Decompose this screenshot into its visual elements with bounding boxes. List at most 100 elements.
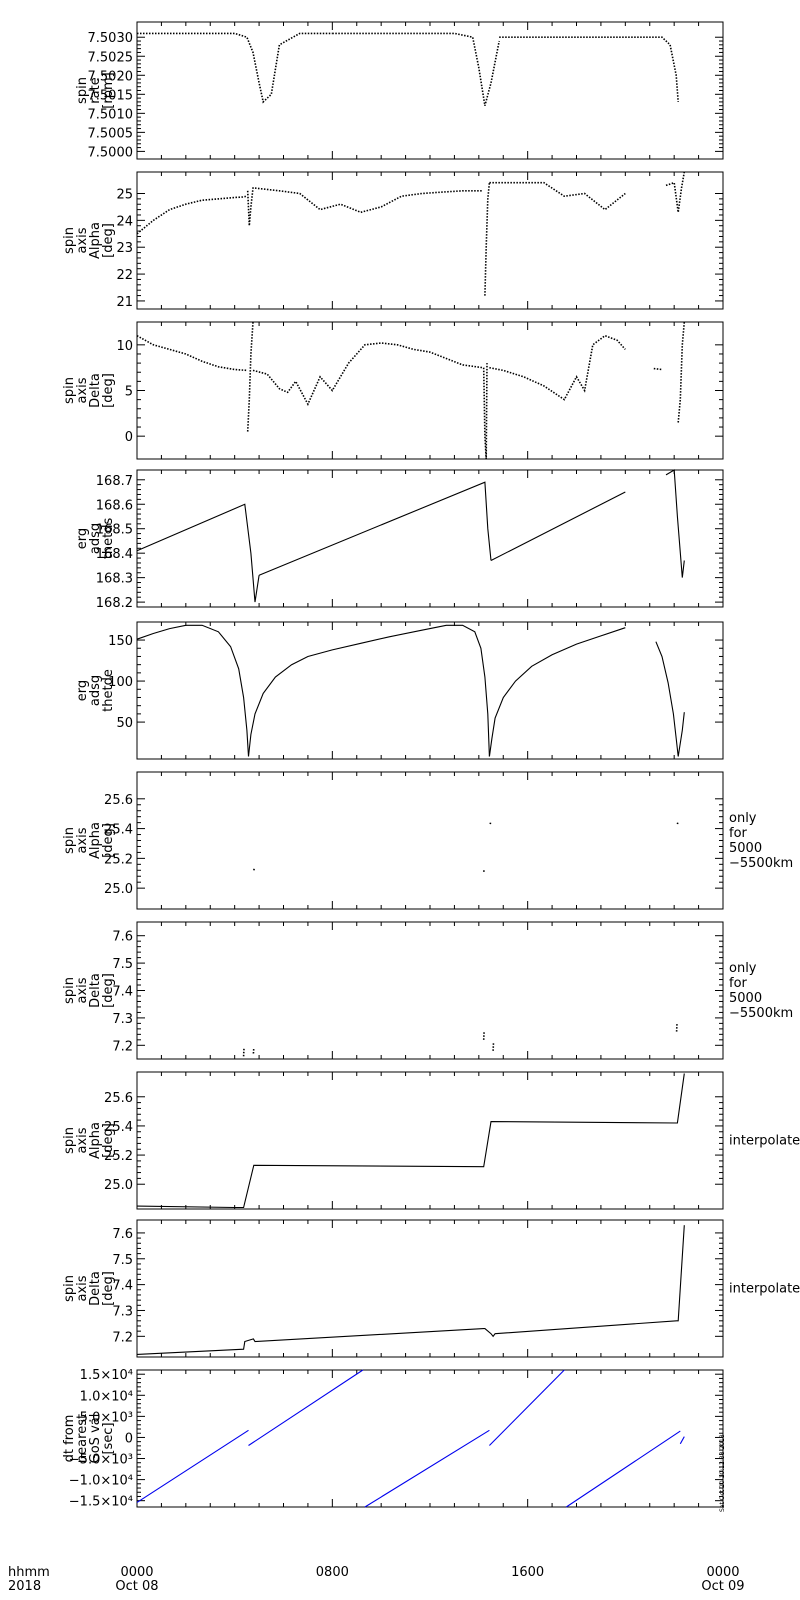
- data-series: [332, 32, 500, 106]
- y-axis-label: erg: [75, 680, 90, 701]
- y-tick-label: 25.6: [104, 1091, 133, 1106]
- y-tick-label: 168.7: [96, 474, 133, 489]
- y-axis-label: Alpha: [88, 822, 103, 859]
- data-series: [665, 469, 685, 578]
- x-axis-year-label: 2018: [8, 1579, 41, 1594]
- y-axis-label: [deg]: [101, 1271, 116, 1306]
- y-axis-label: axis: [75, 1127, 90, 1153]
- y-tick-label: 7.3: [112, 1304, 133, 1319]
- x-tick-label: 0000: [120, 1565, 153, 1580]
- data-series: [499, 36, 679, 102]
- data-series: [252, 342, 484, 407]
- y-tick-label: 7.6: [112, 1227, 133, 1242]
- data-series: [258, 481, 492, 576]
- y-axis-label: [sec]: [101, 1422, 116, 1454]
- panel-frame: [136, 771, 724, 910]
- y-tick-label: 23: [116, 241, 133, 256]
- y-tick-label: 7.5015: [88, 88, 134, 103]
- data-series: [246, 321, 254, 432]
- panel-frame: [136, 1219, 724, 1358]
- y-tick-label: 25.4: [104, 1120, 133, 1135]
- panel-frame: [136, 921, 724, 1060]
- y-tick-label: 150: [108, 634, 133, 649]
- y-tick-label: 0: [125, 430, 133, 445]
- y-tick-label: 7.3: [112, 1012, 133, 1027]
- data-series: [136, 503, 260, 603]
- data-series: [246, 187, 255, 226]
- y-axis-label: Delta: [88, 373, 103, 408]
- panel-frame: [136, 321, 724, 460]
- y-axis-label: axis: [75, 827, 90, 853]
- y-tick-label: 25: [116, 187, 133, 202]
- data-series: [489, 334, 626, 401]
- y-tick-label: 7.5: [112, 957, 133, 972]
- data-series: [655, 641, 685, 757]
- y-tick-label: 50: [116, 716, 133, 731]
- y-tick-label: 25.6: [104, 793, 133, 808]
- y-tick-label: 1.0×10⁴: [80, 1389, 133, 1404]
- y-tick-label: 7.5005: [88, 126, 134, 141]
- y-tick-label: 10: [116, 339, 133, 354]
- data-series: [565, 1430, 681, 1508]
- panel-side-label: only: [729, 961, 757, 976]
- y-tick-label: 1.5×10⁴: [80, 1368, 133, 1383]
- y-tick-label: 5.0×10³: [80, 1410, 133, 1425]
- y-tick-label: 7.5025: [88, 50, 134, 65]
- panel-side-label: −5500km: [729, 856, 793, 871]
- y-tick-label: 168.4: [96, 547, 133, 562]
- y-axis-label: axis: [75, 977, 90, 1003]
- y-axis-label: dt from: [62, 1415, 77, 1463]
- panel-frame: [136, 21, 724, 160]
- panel-4: 168.2 168.3 168.4 168.5 168.6 168.7 ergadsgthe…: [75, 469, 724, 611]
- y-axis-label: spin: [62, 377, 77, 404]
- data-series: [137, 32, 333, 104]
- y-axis-label: spin: [62, 1127, 77, 1154]
- data-series: [248, 1369, 364, 1446]
- panel-side-label: for: [729, 826, 748, 841]
- y-tick-label: 0: [125, 1431, 133, 1446]
- y-tick-label: −1.5×10⁴: [69, 1495, 133, 1510]
- y-axis-label: axis: [75, 227, 90, 253]
- panel-frame: [136, 469, 724, 608]
- panel-side-label: 5000: [729, 991, 762, 1006]
- data-series: [136, 1073, 685, 1209]
- y-tick-label: 168.2: [96, 596, 133, 611]
- y-tick-label: 168.6: [96, 498, 133, 513]
- y-tick-label: 7.2: [112, 1330, 133, 1345]
- y-axis-label: Alpha: [88, 1122, 103, 1159]
- data-series: [490, 491, 626, 561]
- y-axis-label: spin: [62, 227, 77, 254]
- y-tick-label: 21: [116, 295, 133, 310]
- y-axis-label: Delta: [88, 1271, 103, 1306]
- y-tick-label: 7.4: [112, 1279, 133, 1294]
- y-axis-label: spin: [75, 77, 90, 104]
- timestamp-stamp: Sat Oct 20 10:12:38 2018: [719, 1434, 726, 1512]
- y-axis-label: [rpm]: [101, 72, 116, 108]
- panel-frame: [136, 1369, 724, 1508]
- y-axis-label: Delta: [88, 973, 103, 1008]
- x-tick-label: 0000: [706, 1565, 739, 1580]
- panel-1: 7.5000 7.5005 7.5010 7.5015 7.5020 7.5025 7.50…: [75, 21, 724, 160]
- data-series: [136, 1225, 685, 1355]
- y-tick-label: 7.2: [112, 1039, 133, 1054]
- y-axis-label: axis: [75, 1275, 90, 1301]
- panel-frame: [136, 1071, 724, 1210]
- data-series: [254, 187, 483, 214]
- data-series: [364, 1429, 490, 1508]
- y-tick-label: 7.5030: [88, 31, 134, 46]
- x-tick-date-label: Oct 09: [701, 1579, 744, 1594]
- panel-side-label: for: [729, 976, 748, 991]
- panel-side-label: 5000: [729, 841, 762, 856]
- y-tick-label: −1.0×10⁴: [69, 1474, 133, 1489]
- y-tick-label: 7.4: [112, 985, 133, 1000]
- data-series: [677, 321, 686, 423]
- y-tick-label: 25.0: [104, 1178, 133, 1193]
- y-axis-label: axis: [75, 377, 90, 403]
- y-tick-label: 5: [125, 385, 133, 400]
- y-tick-label: 168.5: [96, 523, 133, 538]
